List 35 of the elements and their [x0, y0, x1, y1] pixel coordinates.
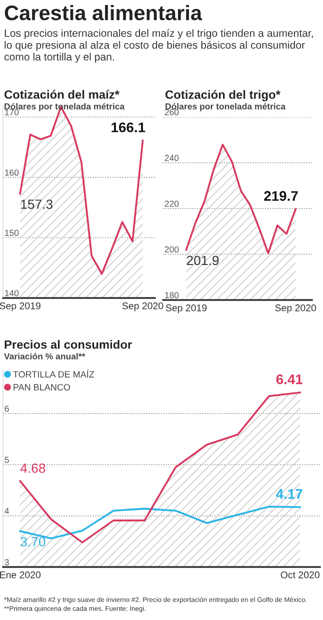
- chart-subtitle: Variación % anual**: [4, 352, 86, 360]
- data-label: 201.9: [186, 256, 219, 266]
- y-tick-label: 6: [4, 406, 9, 412]
- y-tick-label: 200: [164, 246, 179, 253]
- chart-title: Precios al consumidor: [4, 340, 132, 349]
- y-tick-label: 180: [165, 292, 179, 298]
- x-tick-label: Sep 2019: [0, 302, 40, 312]
- data-label: 3.70: [20, 537, 46, 546]
- y-tick-label: 160: [5, 169, 19, 176]
- y-tick-label: 170: [5, 109, 19, 116]
- y-tick-label: 240: [164, 154, 179, 162]
- x-tick-label: Sep 2020: [275, 304, 316, 314]
- y-tick-label: 150: [5, 230, 19, 236]
- x-tick-label: Oct 2020: [280, 571, 320, 578]
- y-tick-label: 3: [4, 559, 9, 566]
- y-tick-label: 140: [5, 290, 19, 296]
- x-tick-label: Sep 2020: [122, 302, 164, 312]
- data-label: 166.1: [112, 122, 146, 132]
- data-label: 157.3: [21, 200, 53, 209]
- y-tick-label: 4: [4, 508, 9, 514]
- text: Carestia alimentaria: [4, 5, 202, 20]
- data-label: 6.41: [276, 374, 302, 384]
- x-tick-label: Ene 2020: [0, 571, 41, 578]
- data-label: 219.7: [264, 191, 298, 201]
- text: Los precios internacionales del maíz y el trigo tienden a aumentar, lo que presiona al alza el costo de bienes básicos al consumidor como la tortilla y el pan.: [4, 29, 313, 63]
- y-tick-label: 260: [164, 109, 179, 116]
- data-label: 4.17: [276, 489, 302, 499]
- y-tick-label: 5: [4, 456, 9, 463]
- data-label: 4.68: [20, 464, 46, 473]
- legend-label: TORTILLA DE MAÍZ: [13, 370, 94, 378]
- x-tick-label: Sep 2019: [166, 304, 207, 314]
- chart-title: Cotización del trigo*: [165, 90, 280, 102]
- legend-label: PAN BLANCO: [14, 384, 70, 390]
- chart-title: Cotización del maíz*: [4, 90, 120, 99]
- y-tick-label: 220: [164, 200, 179, 207]
